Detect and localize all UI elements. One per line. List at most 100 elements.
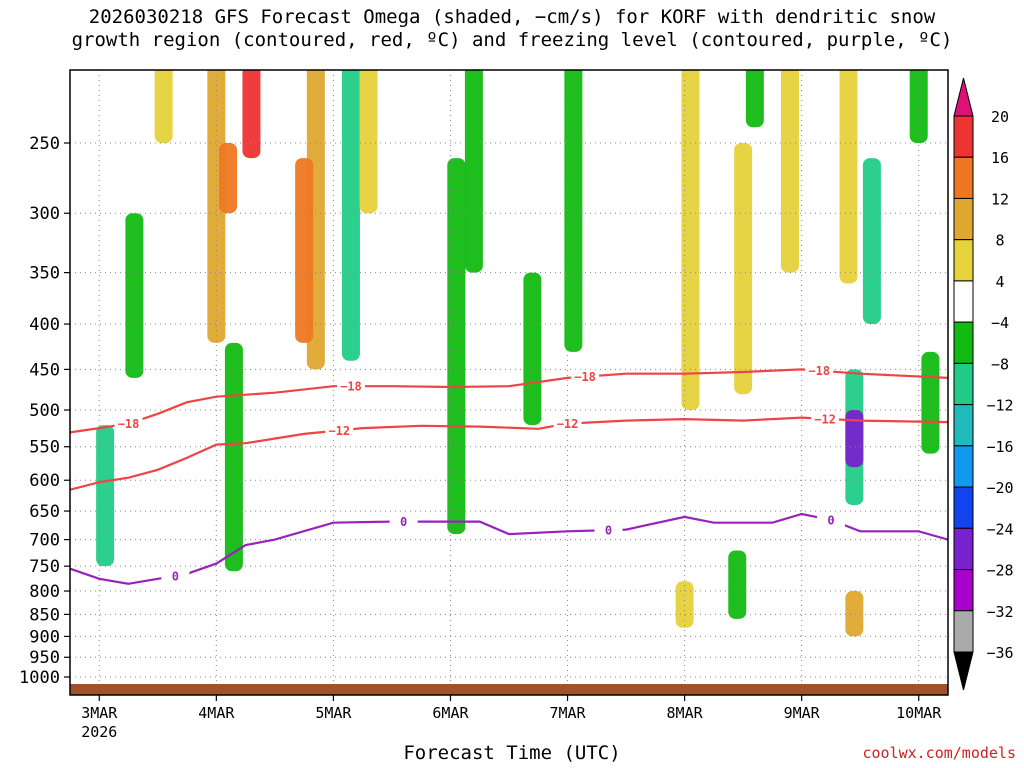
omega-region-22 [845,410,864,468]
omega-region-14 [564,70,583,352]
colorbar-box-4 [953,239,974,282]
y-tick-label-600: 600 [29,471,60,491]
omega-region-19 [839,70,858,284]
contour-label-bg [389,514,418,529]
omega-region-18 [745,70,764,128]
contour-label-0-3: −18 [808,364,830,378]
colorbar-box-3 [953,197,974,241]
colorbar-box-10 [953,486,974,529]
x-tick-label-9MAR: 9MAR [784,704,821,722]
omega-region-1 [125,213,144,378]
y-tick-label-450: 450 [29,360,60,380]
contour-label-1-0: −12 [328,424,350,438]
ground-strip [70,684,948,695]
y-tick-label-300: 300 [29,204,60,224]
omega-region-6 [224,342,243,572]
omega-region-8 [295,158,314,343]
colorbar-label-5: −4 [991,314,1009,332]
contour-label-2-0: 0 [172,569,179,583]
colorbar-label-12: −32 [986,603,1013,621]
contour-label-bg [114,416,143,431]
contour-label-2-1: 0 [400,515,407,529]
x-tick-label-5MAR: 5MAR [315,704,352,722]
colorbar: 20 16 12 8 4 −4 −8 −12 −16 −20 −24 −28 −32 −36 [953,77,1014,691]
y-tick-label-900: 900 [29,627,60,647]
x-tick-label-10MAR: 10MAR [896,704,942,722]
colorbar-label-4: 4 [995,273,1004,291]
contour-label-bg [594,523,623,538]
contour-label-bg [816,512,845,527]
colorbar-label-8: −16 [986,438,1013,456]
y-tick-label-1000: 1000 [19,668,60,688]
omega-region-4 [219,143,238,214]
contour-label-0-2: −18 [574,370,596,384]
credit-link[interactable]: coolwx.com/models [862,744,1016,762]
contour-label-bg [553,416,582,431]
plot-frame [69,69,949,696]
colorbar-box-11 [953,527,974,571]
y-tick-label-700: 700 [29,531,60,551]
colorbar-box-12 [953,569,974,612]
chart-title: 2026030218 GFS Forecast Omega (shaded, −… [0,6,1024,52]
x-tick-label-8MAR: 8MAR [667,704,704,722]
colorbar-box-13 [953,610,974,653]
contour-label-2-2: 0 [605,524,612,538]
y-tick-label-950: 950 [29,648,60,668]
y-tick-label-350: 350 [29,264,60,284]
omega-region-9 [341,70,360,361]
y-tick-label-550: 550 [29,438,60,458]
contour-label-2-3: 0 [827,513,834,527]
omega-region-15 [681,70,700,410]
y-tick-label-650: 650 [29,502,60,522]
omega-region-24 [728,550,747,619]
y-tick-label-400: 400 [29,315,60,335]
contour-label-0-0: −18 [118,417,140,431]
contour-label-1-2: −12 [814,412,836,426]
x-axis-label: Forecast Time (UTC) [403,742,621,764]
omega-shading [96,70,940,637]
colorbar-label-10: −24 [986,520,1013,538]
omega-region-10 [359,70,378,214]
y-tick-label-750: 750 [29,557,60,577]
colorbar-box-1 [953,115,974,158]
contour-label-1-1: −12 [557,417,579,431]
contours: −18 −18 −18 −18 −12 −12 −12 0 0 0 0 [70,363,948,585]
colorbar-box-7 [953,362,974,406]
omega-region-11 [447,158,466,535]
y-axis: 2503003504004505005506006507007508008509… [19,134,70,688]
omega-region-2 [154,70,173,143]
colorbar-box-2 [953,156,974,199]
colorbar-label-9: −20 [986,479,1013,497]
omega-region-5 [242,70,261,159]
colorbar-top-arrow [953,77,974,117]
omega-region-12 [464,70,483,273]
colorbar-label-3: 8 [995,232,1004,250]
contour-line-1 [70,416,948,491]
omega-region-3 [207,70,226,343]
colorbar-label-1: 16 [991,149,1009,167]
chart-title-line2: growth region (contoured, red, ºC) and f… [71,29,953,51]
contour-label-bg [805,363,834,378]
colorbar-label-2: 12 [991,190,1009,208]
omega-region-26 [909,70,928,143]
colorbar-label-11: −28 [986,562,1013,580]
contour-line-0 [70,368,948,434]
plot-background [70,70,948,695]
omega-region-23 [845,591,864,637]
contour-label-0-1: −18 [340,380,362,394]
x-tick-label-4MAR: 4MAR [198,704,235,722]
contour-label-bg [811,411,840,426]
colorbar-box-5 [953,280,974,323]
y-tick-label-250: 250 [29,134,60,154]
x-tick-label-3MAR: 3MAR [81,704,118,722]
y-tick-label-500: 500 [29,401,60,421]
x-year-label: 2026 [81,723,117,741]
contour-label-bg [325,423,354,438]
colorbar-label-0: 20 [991,108,1009,126]
colorbar-label-13: −36 [986,644,1013,662]
contour-label-bg [336,379,365,394]
x-tick-label-6MAR: 6MAR [432,704,469,722]
colorbar-box-9 [953,445,974,488]
contour-label-bg [571,369,600,384]
